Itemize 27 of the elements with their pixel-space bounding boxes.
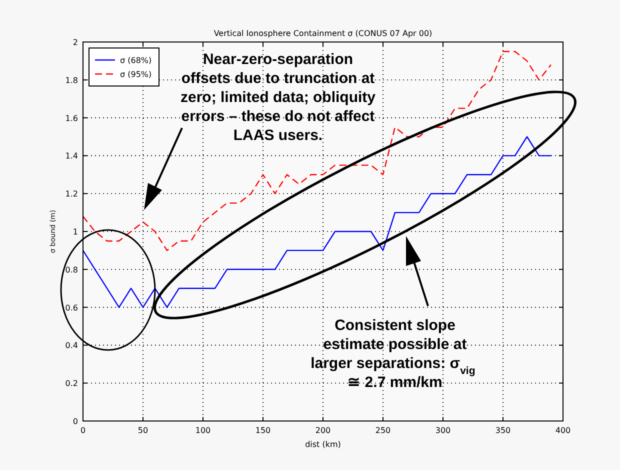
x-tick-label: 250 — [375, 426, 391, 435]
x-axis-title: dist (km) — [305, 440, 341, 449]
x-tick-label: 0 — [80, 426, 86, 435]
chart-title: Vertical Ionosphere Containment σ (CONUS 07 Apr 00) — [214, 29, 432, 38]
legend-label: σ (95%) — [120, 70, 152, 79]
text: Consistent slope estimate possible at larger separations: σ$_{vig}$ ≅ 2.7 mm/km — [310, 317, 476, 391]
x-tick-label: 400 — [555, 426, 571, 435]
y-tick-label: 1.2 — [65, 190, 78, 199]
legend-label: σ (68%) — [120, 56, 152, 65]
y-tick-label: 1.4 — [65, 152, 78, 161]
x-tick-label: 300 — [435, 426, 451, 435]
x-tick-label: 100 — [195, 426, 211, 435]
y-tick-label: 1.8 — [65, 76, 78, 85]
y-tick-label: 0.6 — [65, 303, 78, 312]
x-tick-label: 150 — [255, 426, 271, 435]
y-tick-label: 0.2 — [65, 379, 78, 388]
x-tick-label: 200 — [315, 426, 331, 435]
y-tick-label: 0.4 — [65, 341, 78, 350]
y-tick-label: 2 — [72, 38, 78, 47]
annotation: Near-zero-separation offsets due to truncation at zero; limited data; obliquity errors – these do not affect LAAS users. — [180, 51, 376, 144]
x-tick-label: 50 — [138, 426, 148, 435]
y-tick-label: 1.6 — [65, 114, 78, 123]
y-tick-label: 0.8 — [65, 265, 78, 274]
line-series — [82, 50, 552, 252]
x-tick-label: 350 — [495, 426, 511, 435]
y-tick-label: 1 — [72, 228, 78, 236]
y-tick-label: 0 — [72, 417, 78, 426]
